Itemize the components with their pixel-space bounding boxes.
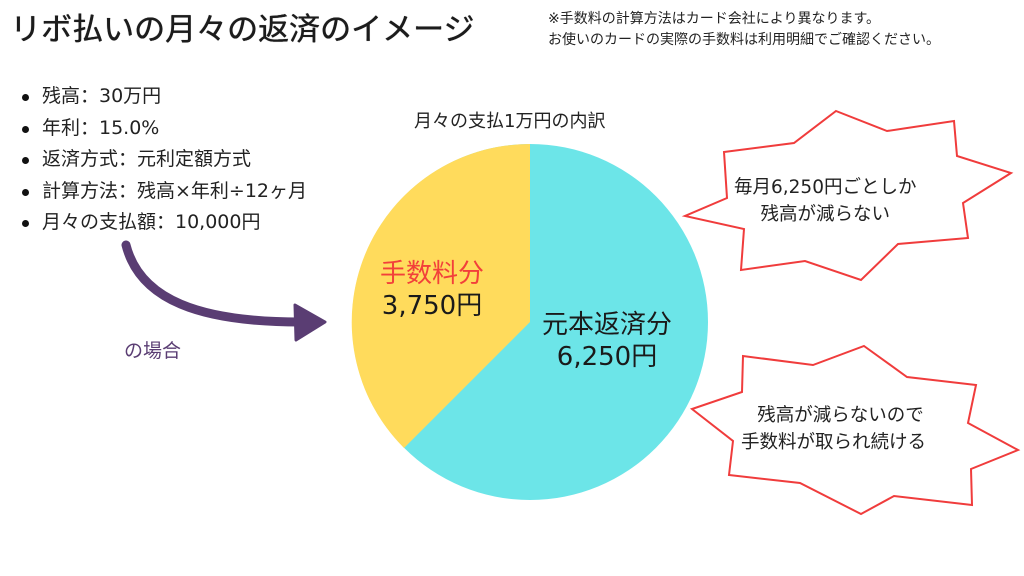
disclaimer-line-2: お使いのカードの実際の手数料は利用明細でご確認ください。: [548, 32, 940, 48]
principal-label-name: 元本返済分: [542, 310, 673, 340]
fee-slice-label: 手数料分 3,750円: [380, 258, 484, 322]
condition-annual-rate: 年利：15.0%: [20, 113, 307, 145]
bullet-icon: [22, 188, 29, 196]
starburst-top-icon: [681, 109, 1014, 282]
pie-slice-fee: [351, 143, 530, 448]
disclaimer-line-1: ※手数料の計算方法はカード会社により異なります。: [548, 11, 881, 27]
principal-label-value: 6,250円: [556, 342, 658, 372]
condition-balance: 残高：30万円: [20, 81, 307, 113]
fee-label-value: 3,750円: [381, 291, 483, 321]
bullet-icon: [22, 220, 29, 227]
bullet-icon: [22, 125, 29, 133]
starburst-bottom-icon: [689, 344, 1021, 516]
chart-title: 月々の支払1万円の内訳: [414, 111, 606, 132]
condition-monthly-payment: 月々の支払額：10,000円: [20, 207, 307, 239]
disclaimer-note: ※手数料の計算方法はカード会社により異なります。 お使いのカードの実際の手数料は…: [548, 9, 940, 51]
principal-slice-label: 元本返済分 6,250円: [542, 309, 672, 373]
bullet-icon: [22, 94, 29, 101]
conditions-list: 残高：30万円 年利：15.0% 返済方式：元利定額方式 計算方法：残高×年利÷…: [20, 81, 307, 239]
callout-top-text: 毎月6,250円ごとしか 残高が減らない: [734, 177, 917, 225]
page-title: リボ払いの月々の返済のイメージ: [10, 12, 475, 48]
case-label: の場合: [124, 340, 182, 362]
callout-bottom-text: 残高が減らないので 手数料が取られ続ける: [741, 405, 927, 453]
bullet-icon: [22, 157, 29, 164]
condition-calc-method: 計算方法：残高×年利÷12ヶ月: [20, 176, 307, 208]
condition-repayment-method: 返済方式：元利定額方式: [20, 144, 307, 176]
fee-label-name: 手数料分: [380, 259, 485, 289]
